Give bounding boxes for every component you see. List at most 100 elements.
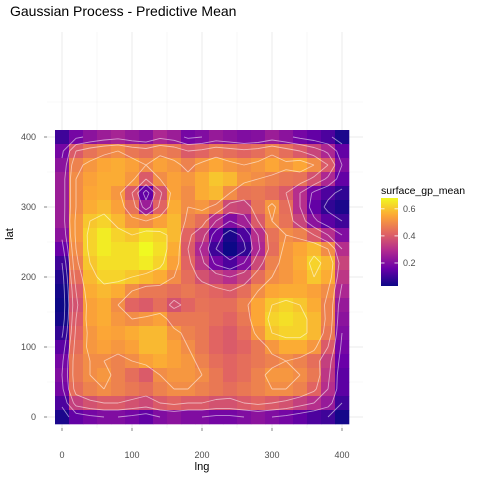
heatmap-cell-r15-c8 <box>167 340 182 355</box>
heatmap-cell-r16-c7 <box>153 354 168 369</box>
heatmap-cell-r2-c12 <box>223 158 238 173</box>
heatmap-cell-r10-c17 <box>293 270 308 285</box>
heatmap-cell-r5-c11 <box>209 200 224 215</box>
heatmap-cell-r13-c2 <box>83 312 98 327</box>
heatmap-cell-r15-c17 <box>293 340 308 355</box>
heatmap-cell-r0-c20 <box>335 130 350 145</box>
heatmap-cell-r3-c3 <box>97 172 112 187</box>
heatmap-cell-r5-c7 <box>153 200 168 215</box>
heatmap-cell-r11-c9 <box>181 284 196 299</box>
heatmap-cell-r8-c0 <box>55 242 70 257</box>
heatmap-cell-r20-c2 <box>83 410 98 425</box>
contour-level-5 <box>86 213 322 339</box>
heatmap-cell-r12-c5 <box>125 298 140 313</box>
legend-tick-label-2: 0.6 <box>403 204 416 214</box>
heatmap-cell-r4-c2 <box>83 186 98 201</box>
heatmap-cell-r8-c2 <box>83 242 98 257</box>
heatmap-cell-r6-c1 <box>69 214 84 229</box>
heatmap-cell-r0-c16 <box>279 130 294 145</box>
heatmap-cell-r0-c14 <box>251 130 266 145</box>
heatmap-cell-r16-c6 <box>139 354 154 369</box>
heatmap-cell-r9-c17 <box>293 256 308 271</box>
heatmap-cell-r14-c2 <box>83 326 98 341</box>
heatmap-cell-r5-c15 <box>265 200 280 215</box>
heatmap-cell-r16-c10 <box>195 354 210 369</box>
heatmap-cell-r14-c16 <box>279 326 294 341</box>
heatmap-cell-r20-c20 <box>335 410 350 425</box>
contour-level-2 <box>64 137 343 412</box>
heatmap-cell-r16-c8 <box>167 354 182 369</box>
heatmap-cell-r20-c8 <box>167 410 182 425</box>
heatmap-cell-r16-c15 <box>265 354 280 369</box>
contour-level-4 <box>74 150 334 390</box>
heatmap-cell-r6-c9 <box>181 214 196 229</box>
heatmap-cell-r11-c7 <box>153 284 168 299</box>
heatmap-cell-r20-c14 <box>251 410 266 425</box>
heatmap-cell-r12-c1 <box>69 298 84 313</box>
heatmap-cell-r20-c16 <box>279 410 294 425</box>
heatmap-cell-r18-c10 <box>195 382 210 397</box>
heatmap-cell-r3-c11 <box>209 172 224 187</box>
heatmap-cell-r15-c15 <box>265 340 280 355</box>
heatmap-cell-r6-c20 <box>335 214 350 229</box>
heatmap-cell-r7-c6 <box>139 228 154 243</box>
heatmap-cell-r7-c3 <box>97 228 112 243</box>
contour-lines <box>61 136 343 418</box>
heatmap-cell-r3-c16 <box>279 172 294 187</box>
heatmap-cell-r5-c13 <box>237 200 252 215</box>
heatmap-cell-r17-c3 <box>97 368 112 383</box>
heatmap-cell-r20-c11 <box>209 410 224 425</box>
heatmap-cell-r18-c4 <box>111 382 126 397</box>
heatmap-cell-r14-c1 <box>69 326 84 341</box>
heatmap-cell-r1-c7 <box>153 144 168 159</box>
heatmap-cell-r0-c13 <box>237 130 252 145</box>
heatmap-cell-r0-c18 <box>307 130 322 145</box>
heatmap-cell-r12-c8 <box>167 298 182 313</box>
heatmap-cell-r1-c3 <box>97 144 112 159</box>
heatmap-cell-r1-c2 <box>83 144 98 159</box>
heatmap-cell-r6-c4 <box>111 214 126 229</box>
heatmap-cell-r0-c5 <box>125 130 140 145</box>
heatmap-cell-r10-c0 <box>55 270 70 285</box>
heatmap-cell-r15-c14 <box>251 340 266 355</box>
heatmap-cell-r1-c16 <box>279 144 294 159</box>
heatmap-cell-r9-c11 <box>209 256 224 271</box>
heatmap-cell-r11-c10 <box>195 284 210 299</box>
heatmap-cell-r11-c18 <box>307 284 322 299</box>
heatmap-cell-r9-c9 <box>181 256 196 271</box>
heatmap-cell-r12-c2 <box>83 298 98 313</box>
heatmap-cell-r18-c7 <box>153 382 168 397</box>
heatmap-cell-r14-c0 <box>55 326 70 341</box>
heatmap-cell-r0-c1 <box>69 130 84 145</box>
heatmap-cell-r0-c8 <box>167 130 182 145</box>
heatmap-cell-r16-c11 <box>209 354 224 369</box>
heatmap-cell-r12-c20 <box>335 298 350 313</box>
heatmap-cell-r10-c9 <box>181 270 196 285</box>
heatmap-cell-r18-c0 <box>55 382 70 397</box>
heatmap-cell-r4-c0 <box>55 186 70 201</box>
heatmap-cell-r6-c13 <box>237 214 252 229</box>
heatmap-cell-r18-c5 <box>125 382 140 397</box>
heatmap-cell-r11-c17 <box>293 284 308 299</box>
heatmap-cell-r7-c1 <box>69 228 84 243</box>
heatmap-cell-r8-c16 <box>279 242 294 257</box>
y-tick-label-0: 0 <box>31 412 36 422</box>
y-tick-label-3: 300 <box>21 202 36 212</box>
heatmap-cell-r1-c14 <box>251 144 266 159</box>
heatmap-cell-r4-c9 <box>181 186 196 201</box>
heatmap-cell-r20-c12 <box>223 410 238 425</box>
heatmap-cell-r12-c6 <box>139 298 154 313</box>
heatmap-cell-r15-c0 <box>55 340 70 355</box>
heatmap-cell-r20-c3 <box>97 410 112 425</box>
heatmap-cell-r13-c15 <box>265 312 280 327</box>
heatmap-cell-r13-c10 <box>195 312 210 327</box>
heatmap-cell-r12-c3 <box>97 298 112 313</box>
heatmap-cell-r5-c4 <box>111 200 126 215</box>
heatmap-cell-r16-c19 <box>321 354 336 369</box>
heatmap-cell-r18-c14 <box>251 382 266 397</box>
heatmap-cell-r15-c6 <box>139 340 154 355</box>
heatmap-cell-r15-c13 <box>237 340 252 355</box>
heatmap-cell-r14-c9 <box>181 326 196 341</box>
heatmap-cell-r18-c13 <box>237 382 252 397</box>
x-tick-label-2: 200 <box>194 450 209 460</box>
